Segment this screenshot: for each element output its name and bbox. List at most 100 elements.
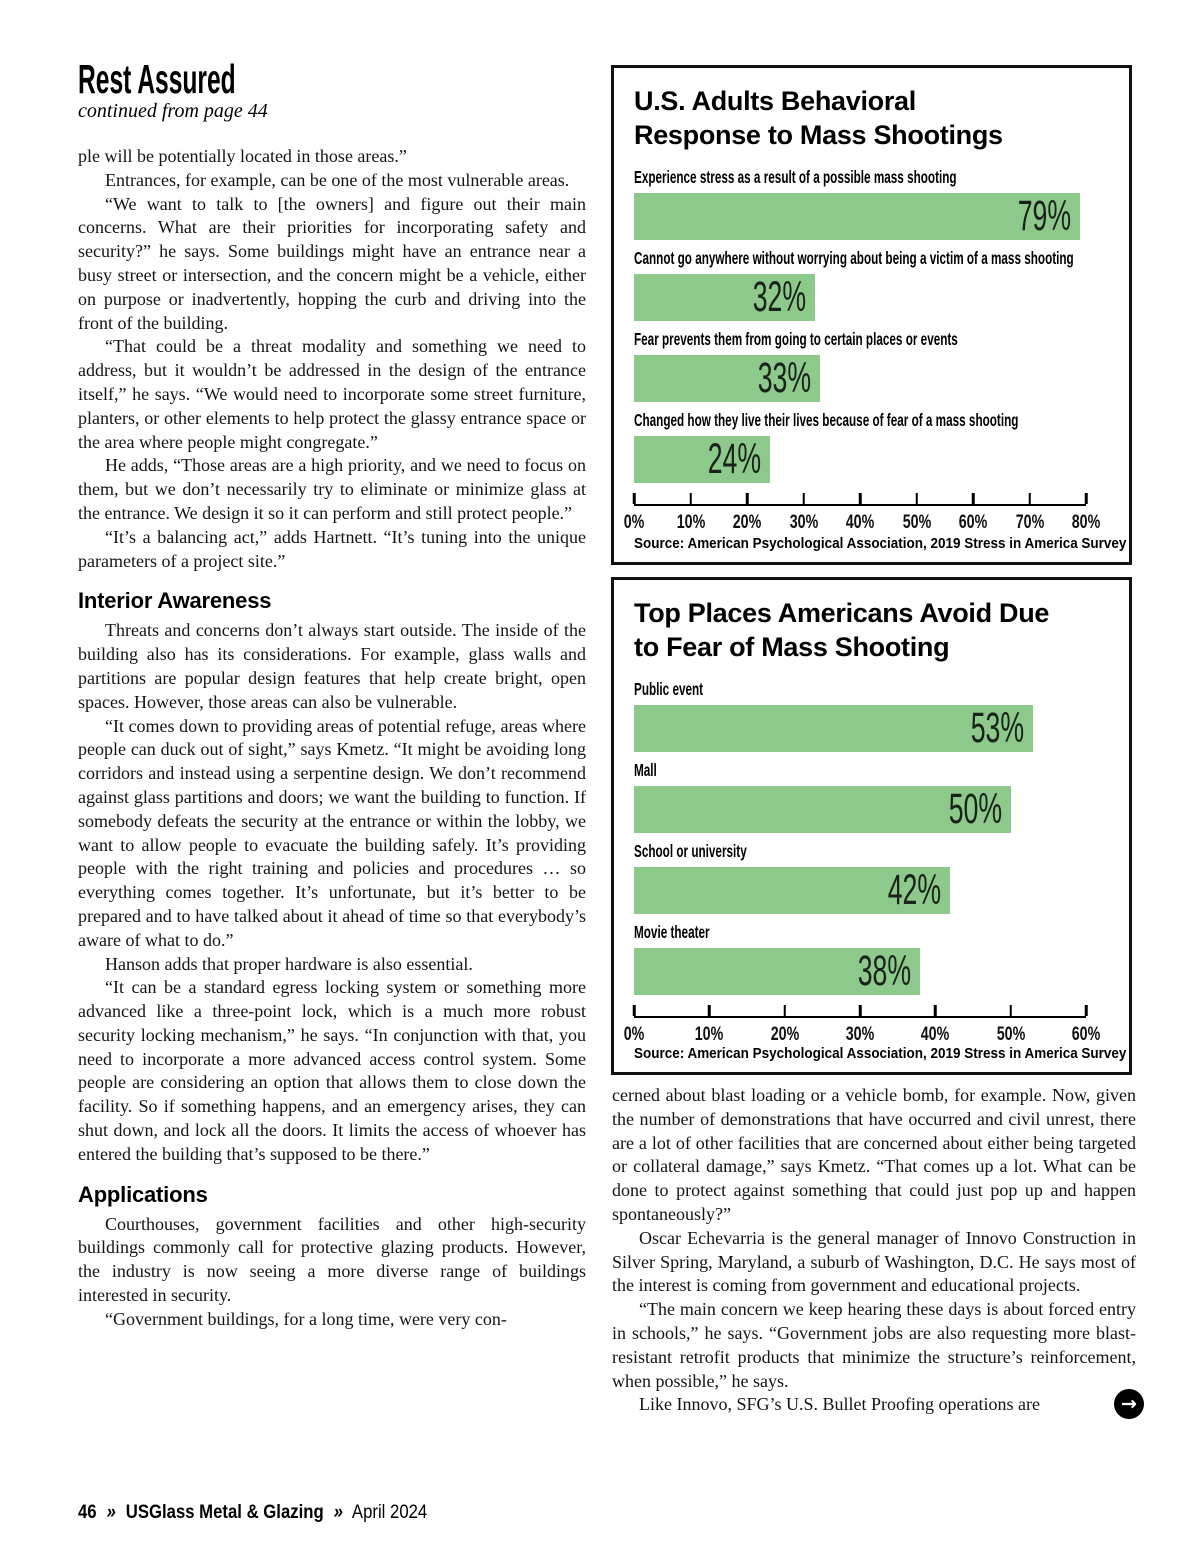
- axis-tick-label: 60%: [1071, 1024, 1101, 1045]
- x-axis: 0% 10% 20% 30% 40% 50% 60%: [624, 1005, 1100, 1064]
- bar-value-label: 53%: [970, 704, 1024, 752]
- axis-tick: [1009, 1005, 1012, 1016]
- paragraph: “It can be a standard egress locking sys…: [78, 977, 586, 1164]
- axis-tick-label: 40%: [921, 1024, 950, 1045]
- page-number: 46: [78, 1502, 97, 1523]
- x-axis-line: [634, 1016, 1086, 1018]
- axis-tick-label: 10%: [695, 1024, 724, 1045]
- behavioral-response-chart: U.S. Adults Behavioral Response to Mass …: [611, 65, 1132, 565]
- axis-tick: [1028, 493, 1031, 504]
- footer-separator: »: [333, 1502, 343, 1523]
- axis-tick-label: 10%: [676, 512, 705, 533]
- paragraph: Threats and concerns don’t always start …: [78, 620, 586, 712]
- avoided-places-chart: Top Places Americans Avoid Due to Fear o…: [611, 577, 1132, 1075]
- chart-row: Experience stress as a result of a possi…: [634, 165, 1109, 240]
- bar-value-label: 32%: [752, 273, 806, 321]
- chart-row: Fear prevents them from going to certain…: [634, 327, 1109, 402]
- chart-row: Public event 53%: [634, 677, 1109, 752]
- chart-title-line: Response to Mass Shootings: [634, 120, 1003, 150]
- bar-value-label: 42%: [887, 866, 941, 914]
- bar: 79%: [634, 193, 1080, 240]
- axis-tick: [934, 1005, 937, 1016]
- axis-tick-label: 80%: [1071, 512, 1101, 533]
- bar-value-label: 33%: [757, 354, 811, 402]
- section-heading: Interior Awareness: [78, 588, 272, 614]
- bar-value-label: 79%: [1017, 192, 1071, 240]
- bar-category-label: Changed how they live their lives becaus…: [634, 410, 1019, 430]
- chart-title-line: to Fear of Mass Shooting: [634, 632, 950, 662]
- bar: 42%: [634, 867, 950, 914]
- left-column: ple will be potentially located in those…: [78, 145, 586, 1332]
- paragraph: “It comes down to providing areas of pot…: [78, 715, 586, 950]
- paragraph: Oscar Echevarria is the general manager …: [612, 1227, 1136, 1296]
- bar-value-label: 24%: [707, 435, 761, 483]
- axis-tick-label: 20%: [770, 1024, 799, 1045]
- axis-tick-label: 50%: [996, 1024, 1025, 1045]
- magazine-name: USGlass Metal & Glazing: [125, 1502, 324, 1523]
- axis-tick-label: 60%: [958, 512, 988, 533]
- paragraph: “That could be a threat modality and som…: [78, 336, 586, 452]
- chart-title-line: U.S. Adults Behavioral: [634, 86, 916, 116]
- paragraph: Like Innovo, SFG’s U.S. Bullet Proofing …: [639, 1394, 1040, 1415]
- bar-category-label: School or university: [634, 841, 747, 861]
- paragraph: cerned about blast loading or a vehicle …: [612, 1085, 1136, 1224]
- article-title: Rest Assured: [78, 56, 236, 102]
- axis-tick: [745, 493, 749, 504]
- axis-tick-label: 20%: [732, 512, 762, 533]
- paragraph: Hanson adds that proper hardware is also…: [105, 953, 473, 974]
- continued-from-note: continued from page 44: [78, 100, 268, 122]
- paragraph: “It’s a balancing act,” adds Hartnett. “…: [78, 526, 586, 571]
- axis-tick-label: 70%: [1015, 512, 1044, 533]
- bar-category-label: Public event: [634, 679, 704, 699]
- right-column: cerned about blast loading or a vehicle …: [612, 1084, 1144, 1420]
- axis-tick: [708, 1005, 711, 1016]
- chart-row: Cannot go anywhere without worrying abou…: [634, 246, 1109, 321]
- paragraph: ple will be potentially located in those…: [78, 146, 407, 166]
- bar: 53%: [634, 705, 1033, 752]
- axis-tick: [1084, 1005, 1088, 1016]
- paragraph: He adds, “Those areas are a high priorit…: [78, 455, 586, 523]
- chart-body: Top Places Americans Avoid Due to Fear o…: [614, 580, 1129, 1072]
- arrow-right-icon: →: [1121, 1392, 1137, 1415]
- bar: 33%: [634, 355, 820, 402]
- chart-title: Top Places Americans Avoid Due to Fear o…: [634, 596, 1109, 664]
- axis-tick-label: 40%: [845, 512, 875, 533]
- source-note: Source: American Psychological Associati…: [634, 536, 1127, 552]
- chart-bars: Experience stress as a result of a possi…: [634, 165, 1109, 483]
- paragraph: Courthouses, government facilities and o…: [78, 1213, 586, 1306]
- chart-bars: Public event 53% Mall 50% School or universi…: [634, 677, 1109, 995]
- paragraph: “Government buildings, for a long time, …: [105, 1308, 507, 1329]
- axis-tick-label: 0%: [623, 512, 645, 533]
- paragraph: “We want to talk to [the owners] and fig…: [78, 193, 586, 333]
- axis-tick: [915, 493, 918, 504]
- bar-value-label: 50%: [948, 785, 1002, 833]
- bar: 32%: [634, 274, 815, 321]
- chart-row: Mall 50%: [634, 758, 1109, 833]
- bar-value-label: 38%: [857, 947, 911, 995]
- bar-category-label: Mall: [634, 760, 657, 780]
- chart-title-line: Top Places Americans Avoid Due: [634, 598, 1050, 628]
- section-heading: Applications: [78, 1181, 208, 1207]
- chart-title: U.S. Adults Behavioral Response to Mass …: [634, 84, 1109, 152]
- source-note: Source: American Psychological Associati…: [634, 1046, 1127, 1062]
- chart-row: Changed how they live their lives becaus…: [634, 408, 1109, 483]
- chart-row: School or university 42%: [634, 839, 1109, 914]
- footer-separator: »: [106, 1502, 116, 1523]
- axis-tick: [802, 493, 805, 504]
- x-axis-line: [634, 504, 1086, 506]
- issue-date: April 2024: [351, 1502, 428, 1523]
- right-column-text: cerned about blast loading or a vehicle …: [612, 1084, 1136, 1417]
- bar-category-label: Experience stress as a result of a possi…: [634, 167, 957, 187]
- axis-tick: [783, 1005, 786, 1016]
- bar: 50%: [634, 786, 1011, 833]
- chart-body: U.S. Adults Behavioral Response to Mass …: [614, 68, 1129, 562]
- axis-tick: [858, 493, 862, 504]
- x-axis: 0% 10% 20% 30% 40% 50% 60% 70% 80%: [624, 493, 1100, 552]
- axis-tick-label: 30%: [845, 1024, 875, 1045]
- paragraph: Entrances, for example, can be one of th…: [105, 169, 570, 190]
- continued-next-page-arrow-icon: →: [1114, 1389, 1144, 1420]
- axis-tick-label: 30%: [789, 512, 818, 533]
- page-footer: 46 » USGlass Metal & Glazing » April 202…: [78, 1502, 427, 1524]
- axis-tick: [632, 493, 636, 504]
